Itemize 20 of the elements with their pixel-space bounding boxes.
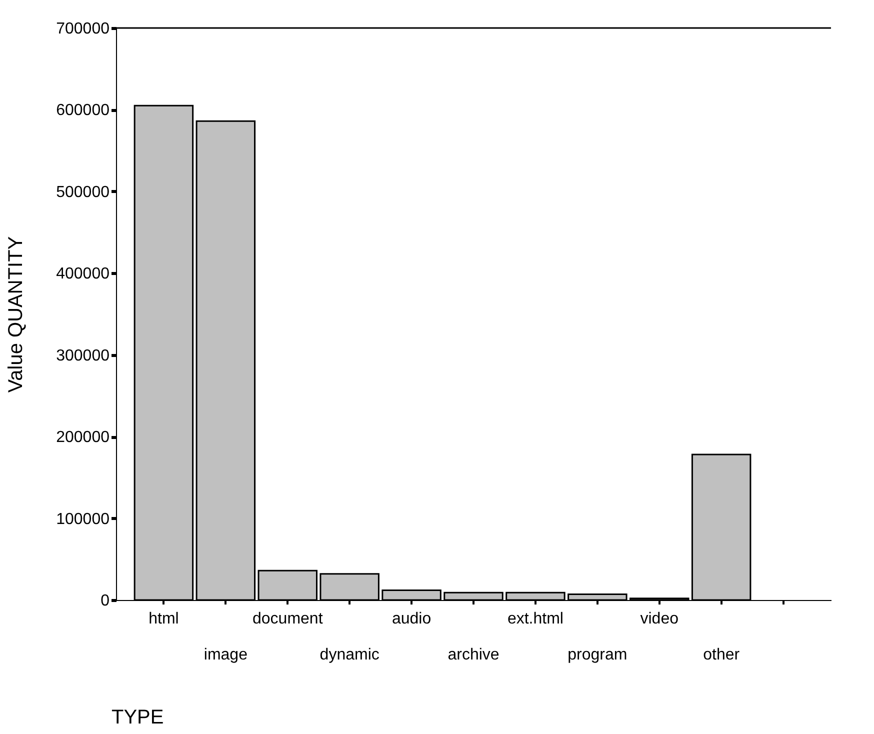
x-tick-label: video (640, 610, 679, 628)
x-tick-label: ext.html (507, 610, 564, 628)
x-tick-label: audio (392, 610, 432, 628)
y-axis-title: Value QUANTITY (5, 236, 28, 393)
y-tick-label: 600000 (56, 102, 110, 120)
x-tick-label: html (148, 610, 179, 628)
x-tick-label: other (703, 646, 740, 664)
y-tick-label: 500000 (56, 184, 110, 201)
x-tick-label: archive (448, 646, 500, 664)
x-tick-label: dynamic (320, 646, 380, 664)
x-tick-label: program (568, 646, 628, 664)
y-tick-label: 300000 (56, 347, 110, 364)
y-tick-label: 700000 (56, 20, 110, 38)
y-tick-label: 0 (100, 592, 110, 610)
y-tick-label: 400000 (56, 266, 110, 283)
x-axis-title: TYPE (112, 706, 164, 728)
x-tick-label: document (252, 610, 324, 628)
y-tick-label: 100000 (56, 510, 110, 528)
y-tick-label: 200000 (56, 429, 110, 446)
x-tick-label: image (204, 646, 248, 664)
